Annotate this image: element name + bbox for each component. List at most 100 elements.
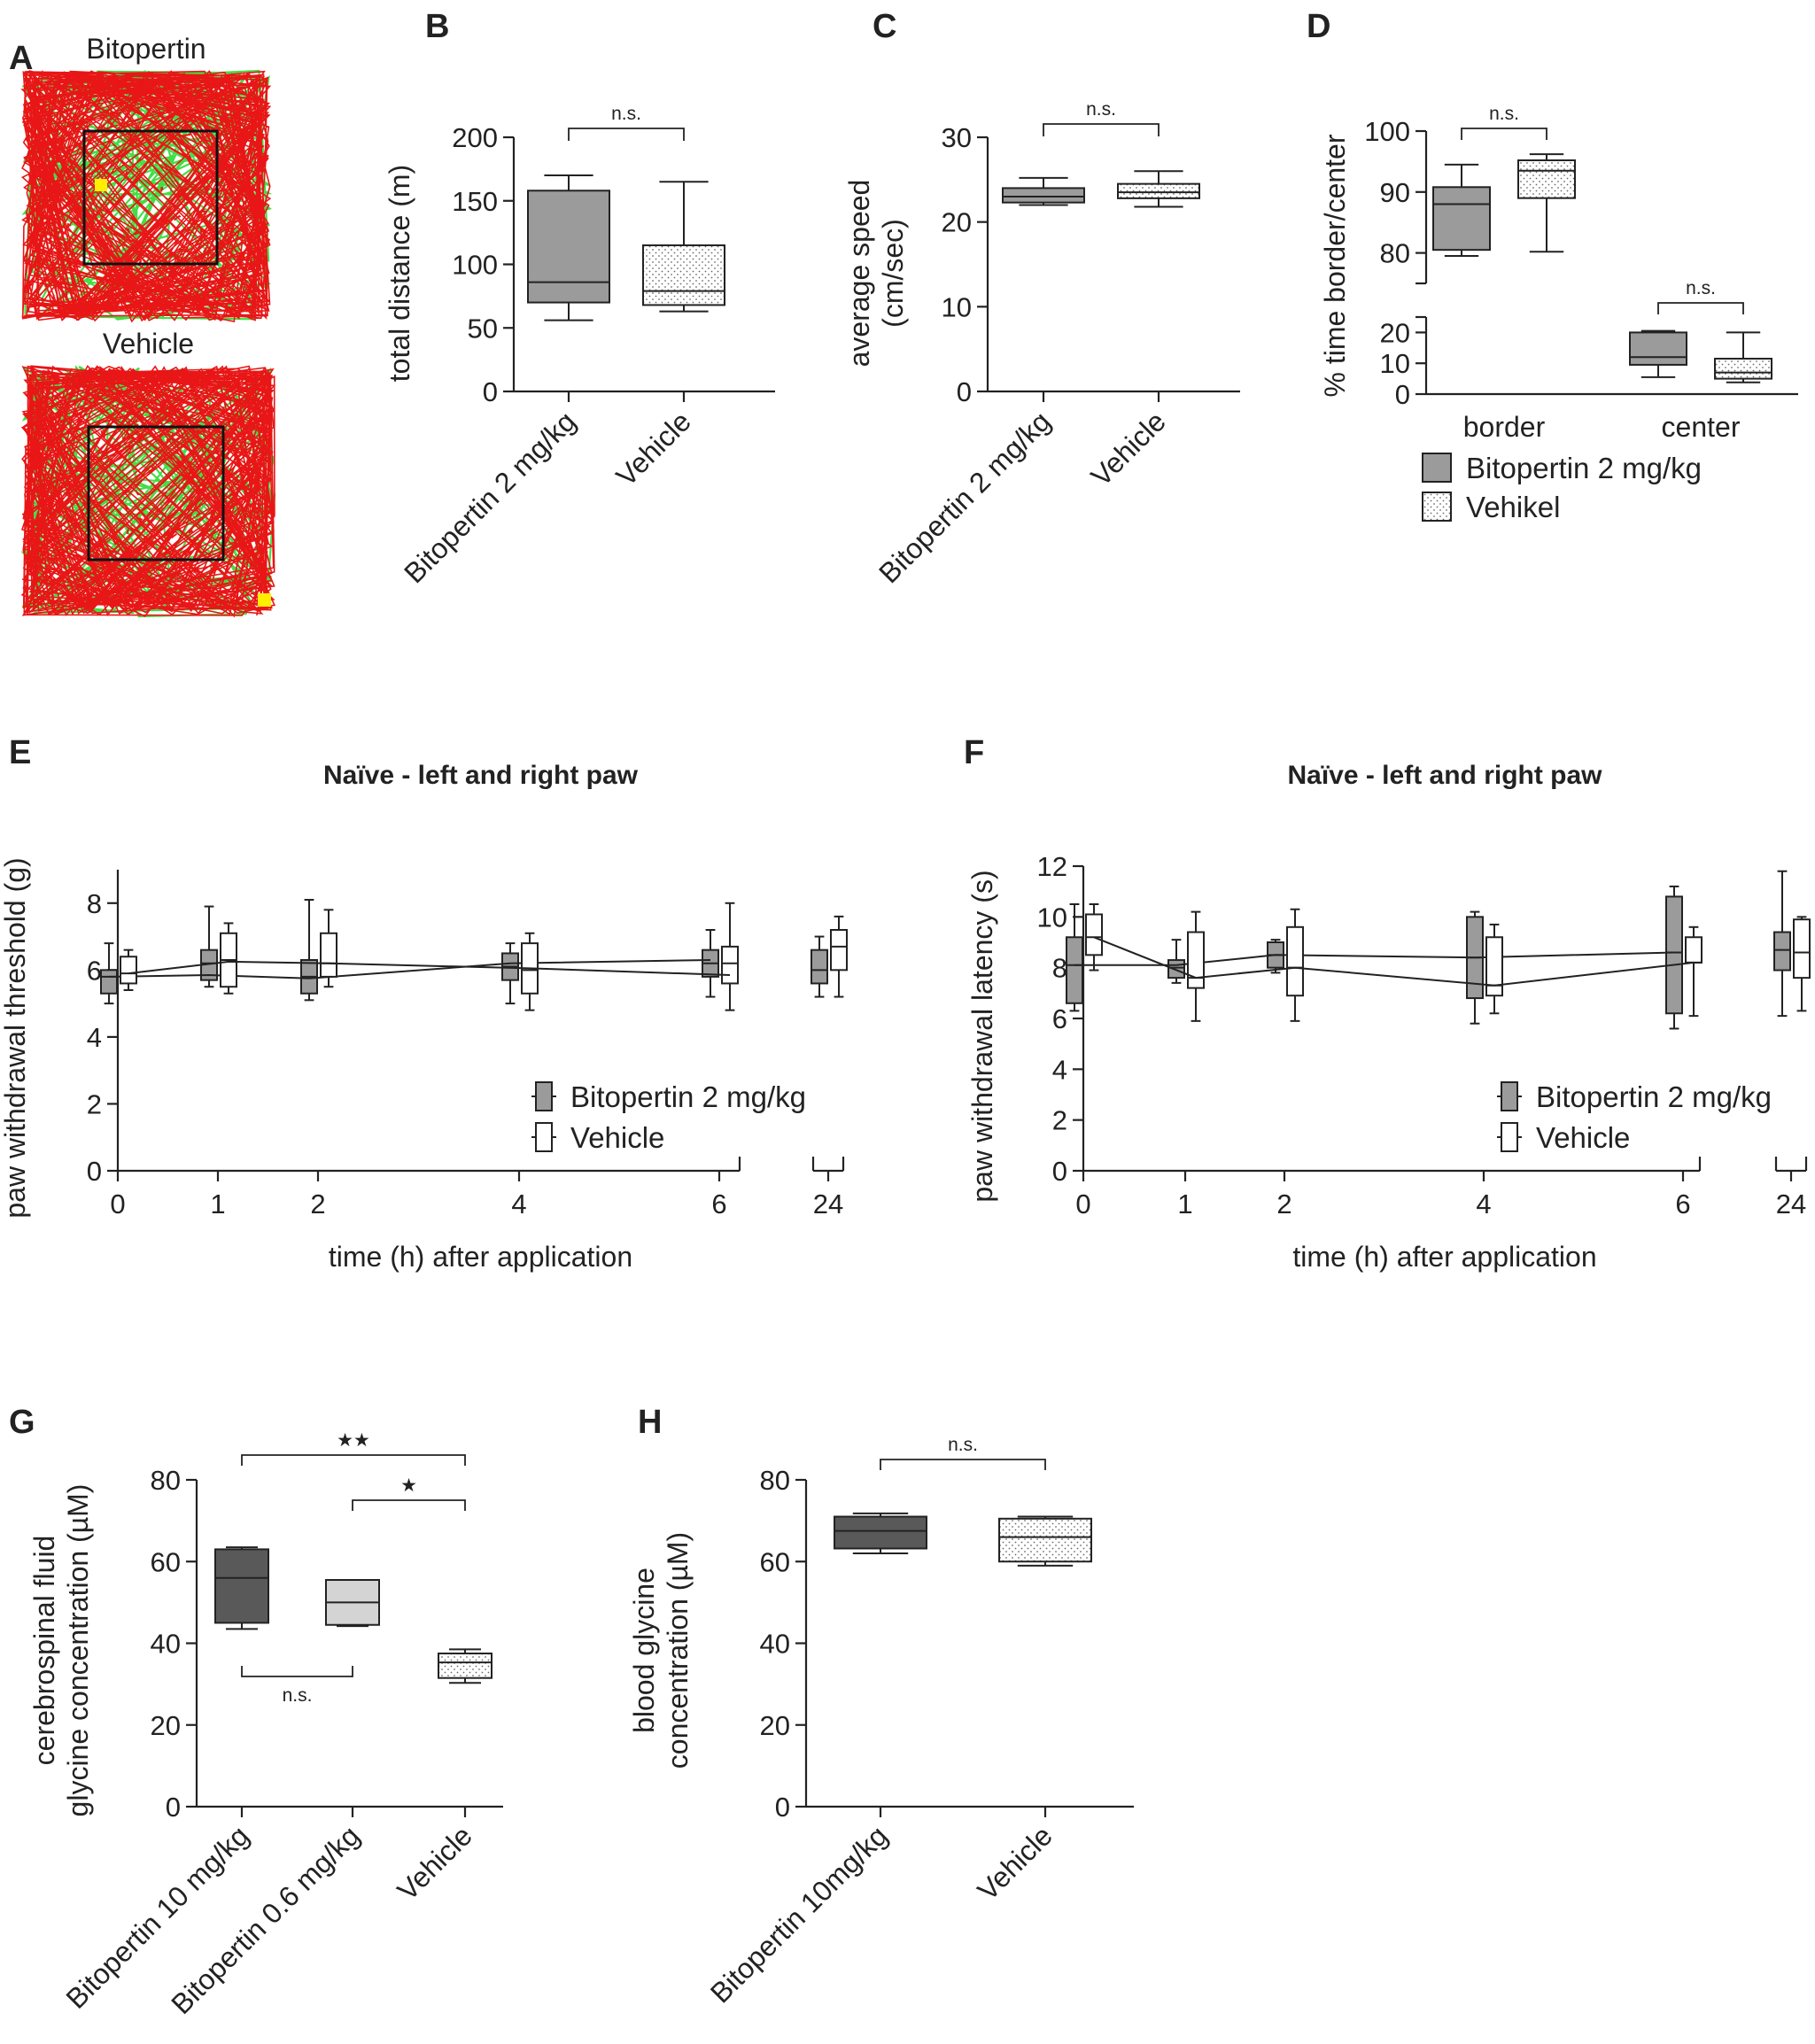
series-line [108,959,711,979]
box-iqr [834,1515,927,1550]
y-tick-label: 0 [775,1792,790,1823]
box-iqr [527,190,610,304]
y-axis-label: blood glycineconcentration (µM) [628,1532,694,1769]
box-iqr [1517,159,1576,199]
y-tick-label: 90 [1380,177,1410,208]
x-tick-label: 2 [1276,1188,1291,1219]
arena-track: Vehicle [20,328,276,618]
panel-letter: D [1307,8,1330,45]
box-iqr [100,969,118,995]
legend-swatch [535,1081,553,1111]
box-iqr [1286,925,1304,997]
bracket-line [1043,123,1160,136]
legend-label: Bitopertin 2 mg/kg [570,1080,806,1113]
box-1 [325,1579,380,1628]
box-gray-0 [1066,903,1083,1012]
y-tick-label: 50 [468,313,498,344]
box-iqr [998,1517,1092,1563]
y-tick-label: 0 [957,376,972,407]
box-white-2 [320,909,337,988]
x-tick-label: 0 [110,1188,125,1219]
x-category-label: center [1662,411,1741,443]
y-tick-label: 40 [760,1629,790,1660]
y-axis-label: paw withdrawal latency (s) [966,870,998,1202]
box-iqr [120,956,137,985]
box-iqr [1085,913,1103,956]
y-tick-label: 6 [87,955,102,986]
y-tick-label: 20 [942,207,972,238]
box-gray-4 [1665,885,1683,1030]
legend-label: Vehikel [1466,491,1560,523]
x-tick-label: 1 [210,1188,225,1219]
x-tick-label: 4 [1476,1188,1491,1219]
y-tick-label: 0 [483,376,498,407]
y-tick-label: 200 [452,122,498,153]
significance-label: n.s. [1686,278,1716,298]
panel-h: H 0 20 40 60 80 blood glycineconcentration (µM… [628,1404,1134,2009]
box-2 [438,1648,493,1684]
legend-entry: Bitopertin 2 mg/kg [1497,1080,1772,1113]
significance-label: n.s. [1086,99,1116,120]
x-tick-label: 0 [1075,1188,1090,1219]
panel-letter: G [9,1404,35,1441]
y-tick-label: 20 [760,1710,790,1741]
box-iqr [1117,182,1200,199]
x-category-label: Bitopertin 2 mg/kg [873,405,1057,589]
box-gray-1 [1167,939,1185,984]
box-1 [998,1515,1092,1567]
x-category-label: Vehicle [392,1819,478,1906]
y-axis-label-line: total distance (m) [384,165,415,382]
x-tick-label: 4 [511,1188,526,1219]
significance-bracket: ★★ [241,1430,466,1466]
x-category-label: Vehicle [610,405,697,492]
significance-bracket: n.s. [1657,278,1744,314]
y-tick-label: 0 [87,1156,102,1187]
panel-letter: H [638,1404,662,1441]
significance-bracket: ★ [352,1475,466,1511]
box-gray-5 [1773,870,1791,1018]
y-tick-label: 8 [1052,953,1067,984]
box-iqr [721,945,739,985]
box-gray-4 [702,929,719,998]
box-iqr [438,1653,493,1679]
bracket-line [568,128,685,141]
y-tick-label: 20 [151,1710,181,1741]
box-white-3 [1485,923,1503,1015]
significance-bracket: n.s. [241,1666,353,1706]
y-tick-label: 80 [760,1465,790,1496]
panel-letter: C [873,8,896,45]
box-iqr [1793,918,1811,979]
y-tick-label: 2 [87,1088,102,1119]
significance-label: ★★ [337,1430,370,1451]
x-category-label: Vehicle [972,1819,1059,1906]
box-0 [1432,163,1491,258]
y-axis-label-line: (cm/sec) [877,219,909,328]
legend-label: Bitopertin 2 mg/kg [1536,1080,1772,1113]
x-category-label: Bitopertin 10mg/kg [704,1819,894,2009]
y-tick-label: 8 [87,888,102,919]
series-line [128,960,731,976]
panel-title: Naïve - left and right paw [323,761,639,790]
y-tick-label: 4 [1052,1054,1067,1085]
y-tick-label: 60 [151,1546,181,1577]
y-axis-label: total distance (m) [384,165,415,382]
y-tick-label: 2 [1052,1105,1067,1136]
significance-bracket: n.s. [1043,99,1160,136]
box-gray-0 [100,942,118,1005]
y-axis-label: average speed(cm/sec) [843,180,909,368]
legend-entry: Vehicle [1497,1121,1630,1154]
box-2 [1629,329,1687,378]
y-axis-label: paw withdrawal threshold (g) [0,857,31,1218]
box-iqr [1773,931,1791,972]
box-iqr [320,932,337,978]
panel-title: Naïve - left and right paw [1287,761,1602,790]
box-iqr [1665,895,1683,1015]
panel-g: G 0 20 40 60 80 cerebrospinal fluidglycine con… [9,1404,503,2020]
significance-bracket: n.s. [568,104,685,141]
box-iqr [811,948,828,985]
box-gray-3 [1466,910,1484,1025]
